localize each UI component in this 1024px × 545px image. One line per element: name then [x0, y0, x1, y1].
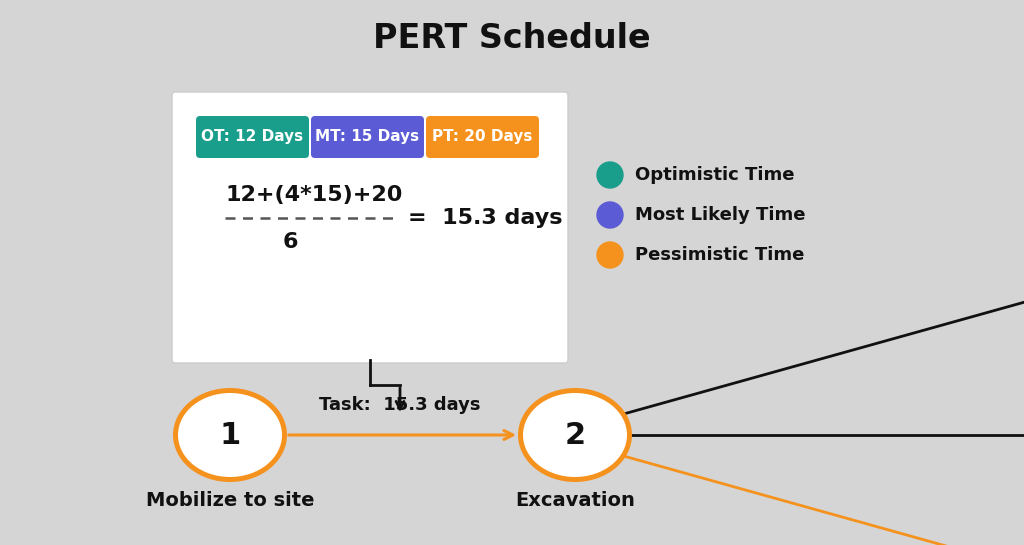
Circle shape	[597, 202, 623, 228]
Circle shape	[597, 242, 623, 268]
Text: PERT Schedule: PERT Schedule	[373, 21, 651, 54]
Text: 12+(4*15)+20: 12+(4*15)+20	[225, 185, 402, 205]
Ellipse shape	[523, 393, 627, 477]
Text: Mobilize to site: Mobilize to site	[145, 490, 314, 510]
Ellipse shape	[518, 388, 632, 482]
FancyBboxPatch shape	[172, 92, 568, 363]
Text: 2: 2	[564, 421, 586, 450]
Text: Excavation: Excavation	[515, 490, 635, 510]
FancyBboxPatch shape	[311, 116, 424, 158]
Text: Task:  15.3 days: Task: 15.3 days	[319, 396, 480, 414]
Text: 1: 1	[219, 421, 241, 450]
Text: Optimistic Time: Optimistic Time	[635, 166, 795, 184]
FancyBboxPatch shape	[196, 116, 309, 158]
FancyBboxPatch shape	[426, 116, 539, 158]
Text: Most Likely Time: Most Likely Time	[635, 206, 806, 224]
Text: PT: 20 Days: PT: 20 Days	[432, 130, 532, 144]
Text: =  15.3 days: = 15.3 days	[408, 208, 562, 228]
Text: 6: 6	[283, 232, 298, 252]
Text: Pessimistic Time: Pessimistic Time	[635, 246, 805, 264]
Ellipse shape	[173, 388, 287, 482]
Circle shape	[597, 162, 623, 188]
Ellipse shape	[178, 393, 282, 477]
Text: OT: 12 Days: OT: 12 Days	[202, 130, 303, 144]
Text: MT: 15 Days: MT: 15 Days	[315, 130, 420, 144]
